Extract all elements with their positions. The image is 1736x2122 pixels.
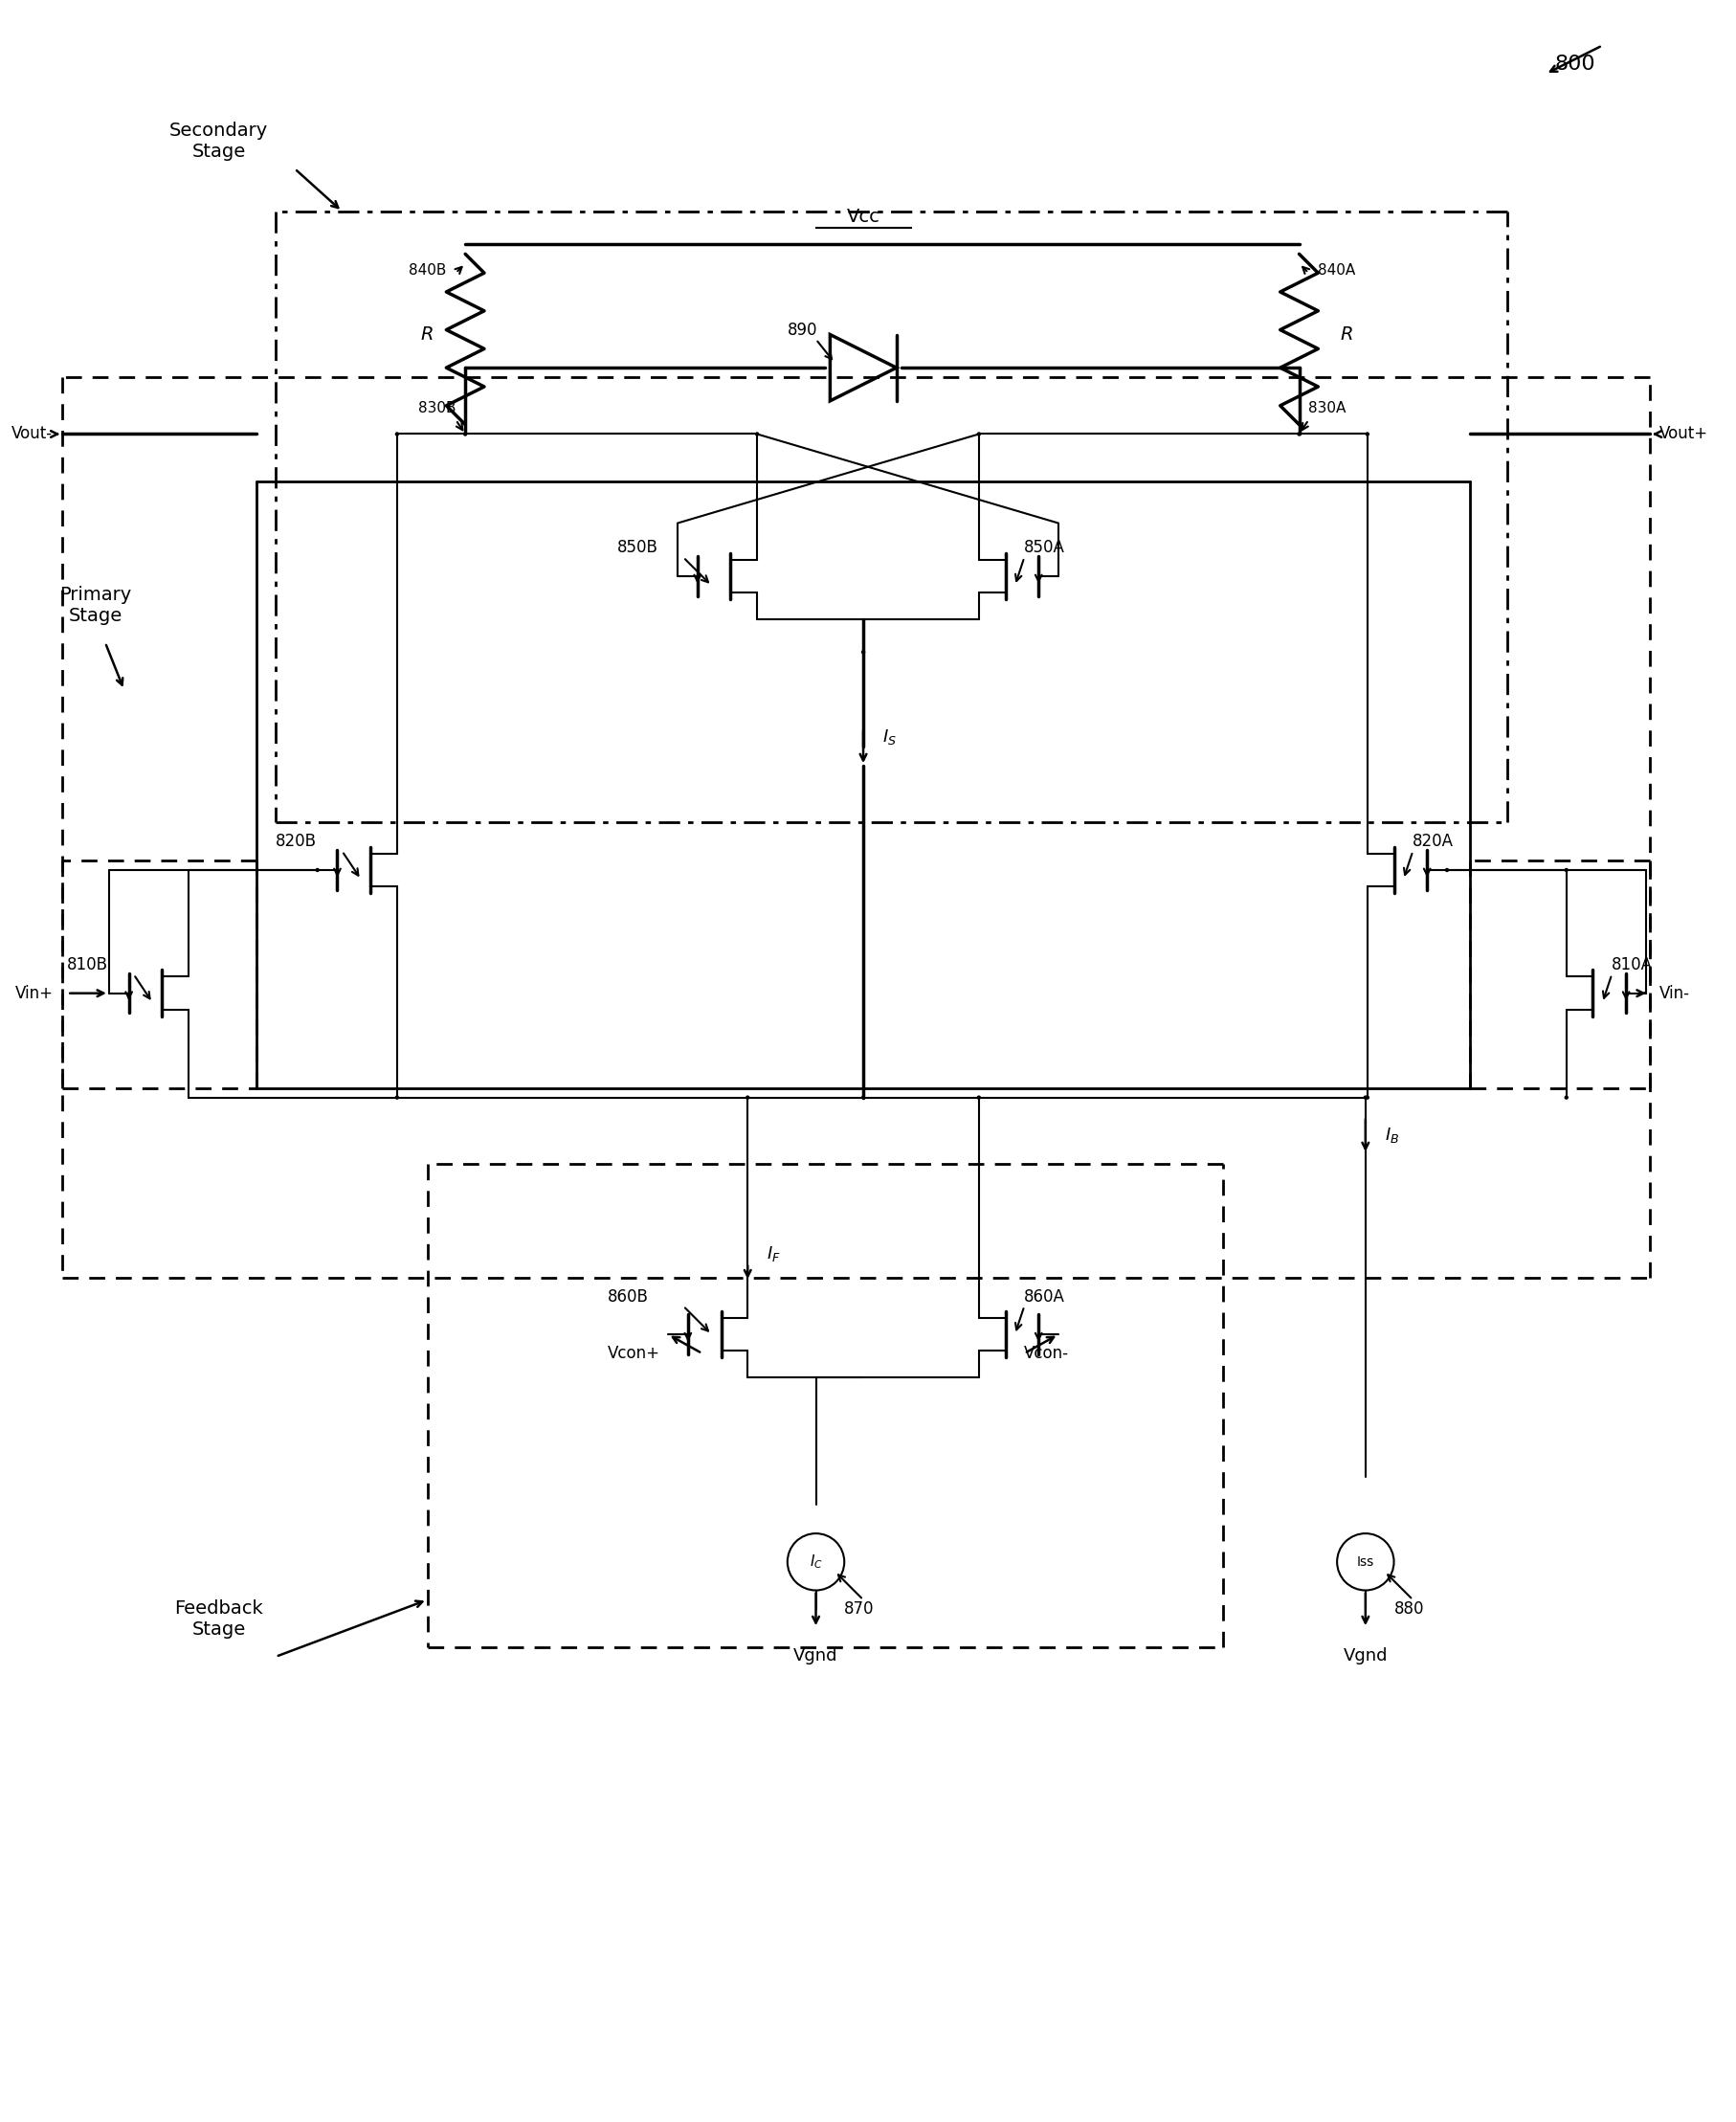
Text: Vcon-: Vcon- [1024, 1345, 1069, 1362]
Text: Vgnd: Vgnd [1342, 1647, 1387, 1664]
Polygon shape [830, 335, 896, 401]
Text: 850B: 850B [616, 539, 658, 556]
Text: $I_C$: $I_C$ [809, 1553, 823, 1570]
Circle shape [316, 868, 319, 872]
Text: 800: 800 [1554, 55, 1595, 74]
Text: Iss: Iss [1356, 1555, 1373, 1568]
Text: Vout-: Vout- [12, 424, 54, 443]
Circle shape [861, 1097, 865, 1099]
Text: Vout+: Vout+ [1658, 424, 1706, 443]
Circle shape [1363, 1097, 1366, 1099]
Circle shape [1297, 433, 1300, 435]
Text: R: R [420, 325, 434, 344]
Circle shape [755, 433, 759, 435]
Text: 810B: 810B [68, 957, 108, 974]
Circle shape [861, 651, 865, 654]
Text: R: R [1340, 325, 1352, 344]
Circle shape [746, 1097, 748, 1099]
Circle shape [1564, 1097, 1568, 1099]
Text: Vgnd: Vgnd [793, 1647, 838, 1664]
Circle shape [396, 1097, 398, 1099]
Text: 840B: 840B [408, 263, 446, 278]
Text: $I_S$: $I_S$ [882, 728, 896, 747]
Text: 820B: 820B [276, 834, 316, 851]
Text: Vcon+: Vcon+ [608, 1345, 660, 1362]
Text: 840A: 840A [1318, 263, 1354, 278]
Text: Vin-: Vin- [1658, 985, 1689, 1002]
Text: 820A: 820A [1411, 834, 1453, 851]
Text: 810A: 810A [1611, 957, 1653, 974]
Text: 860B: 860B [608, 1288, 648, 1305]
Text: $I_B$: $I_B$ [1384, 1127, 1397, 1146]
Circle shape [1364, 1097, 1368, 1099]
Circle shape [1364, 433, 1368, 435]
Text: 860A: 860A [1024, 1288, 1064, 1305]
Text: 830A: 830A [1307, 401, 1345, 416]
Text: Vcc: Vcc [845, 208, 880, 225]
Text: 880: 880 [1394, 1600, 1424, 1617]
Text: 870: 870 [844, 1600, 873, 1617]
Text: 830B: 830B [418, 401, 455, 416]
Text: $I_F$: $I_F$ [766, 1243, 779, 1263]
Circle shape [977, 433, 979, 435]
Text: Vin+: Vin+ [16, 985, 54, 1002]
Text: Secondary
Stage: Secondary Stage [170, 121, 267, 161]
Circle shape [1444, 868, 1448, 872]
Text: Feedback
Stage: Feedback Stage [174, 1600, 264, 1638]
Text: 850A: 850A [1024, 539, 1064, 556]
Text: Primary
Stage: Primary Stage [59, 586, 132, 626]
Circle shape [464, 433, 467, 435]
Circle shape [1564, 868, 1568, 872]
Text: 890: 890 [786, 320, 818, 337]
Circle shape [977, 1097, 979, 1099]
Circle shape [396, 433, 398, 435]
